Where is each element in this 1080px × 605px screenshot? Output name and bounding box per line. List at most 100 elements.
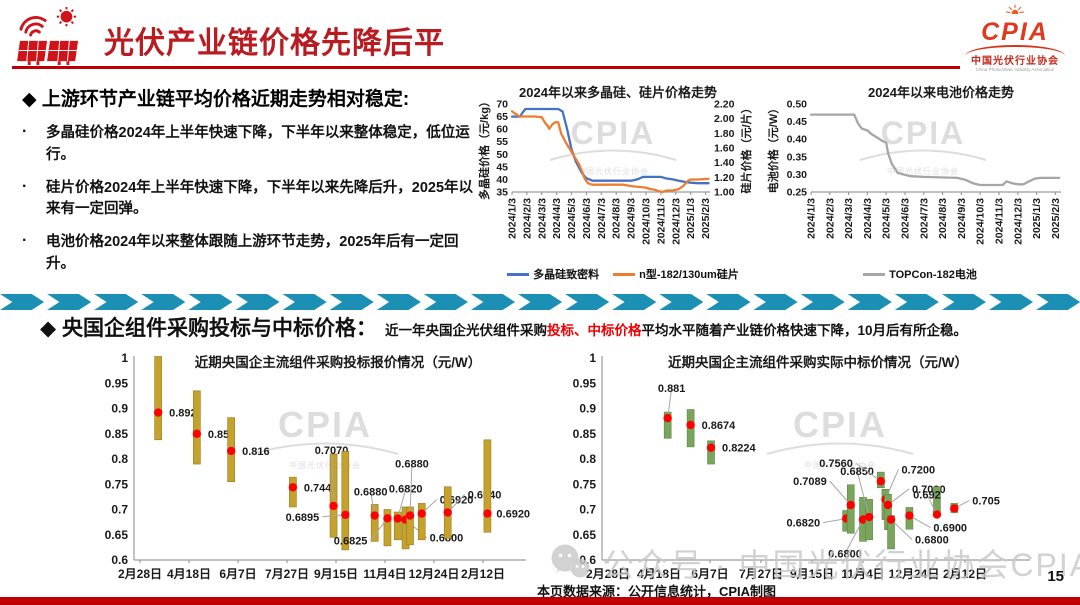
svg-text:0.95: 0.95 bbox=[105, 376, 129, 390]
svg-text:0.7200: 0.7200 bbox=[901, 464, 935, 476]
svg-text:0.8224: 0.8224 bbox=[722, 443, 757, 455]
svg-text:0.6800: 0.6800 bbox=[828, 549, 862, 561]
svg-text:2024/12/3: 2024/12/3 bbox=[670, 198, 682, 245]
svg-text:0.7560: 0.7560 bbox=[819, 458, 853, 470]
svg-text:0.6800: 0.6800 bbox=[430, 533, 464, 545]
legend-swatch bbox=[507, 272, 530, 276]
svg-text:0.50: 0.50 bbox=[787, 99, 808, 111]
svg-text:2024/4/3: 2024/4/3 bbox=[862, 198, 874, 239]
svg-text:2024/3/3: 2024/3/3 bbox=[843, 198, 855, 239]
logo-arc bbox=[965, 45, 1065, 56]
svg-text:0.45: 0.45 bbox=[787, 116, 808, 128]
svg-text:0.881: 0.881 bbox=[658, 383, 686, 395]
bid-price-range-chart: 近期央国企主流组件采购投标报价情况（元/W） 1 0.95 0.9 0.85 0.8 0.7… bbox=[105, 352, 530, 581]
svg-text:多晶硅价格（元/kg）: 多晶硅价格（元/kg） bbox=[478, 96, 491, 200]
svg-text:2024/5/3: 2024/5/3 bbox=[566, 198, 578, 239]
svg-text:2月28日: 2月28日 bbox=[118, 567, 162, 581]
footer-bar bbox=[0, 597, 1080, 605]
svg-text:0.705: 0.705 bbox=[972, 495, 1000, 507]
svg-text:2024年以来电池价格走势: 2024年以来电池价格走势 bbox=[868, 85, 1014, 100]
upstream-heading: ◆ 上游环节产业链平均价格近期走势相对稳定: bbox=[22, 89, 410, 110]
svg-text:2025/1/3: 2025/1/3 bbox=[685, 198, 697, 239]
svg-text:70: 70 bbox=[496, 99, 508, 111]
cpia-logo: CPIA 中国光伏行业协会 China Photovoltaic Industr… bbox=[954, 2, 1076, 73]
svg-text:50: 50 bbox=[496, 149, 508, 161]
svg-text:2024/8/3: 2024/8/3 bbox=[611, 198, 623, 239]
svg-text:2024/3/3: 2024/3/3 bbox=[536, 198, 548, 239]
logo-text: CPIA bbox=[981, 17, 1049, 46]
winning-price-range-chart: 近期央国企主流组件采购实际中标价情况（元/W） 1 0.95 0.9 0.85 0.8 0.… bbox=[573, 352, 1030, 581]
svg-text:2月12日: 2月12日 bbox=[943, 567, 987, 581]
svg-text:2.00: 2.00 bbox=[714, 113, 735, 125]
svg-text:11月4日: 11月4日 bbox=[363, 567, 406, 581]
svg-text:0.6800: 0.6800 bbox=[915, 535, 949, 547]
bullet-item: · 硅片价格2024年上半年快速下降，下半年以来先降后升，2025年以来有一定回弹… bbox=[22, 177, 474, 218]
svg-text:2025/2/3: 2025/2/3 bbox=[700, 198, 712, 239]
svg-text:0.7089: 0.7089 bbox=[793, 476, 827, 488]
svg-text:0.8: 0.8 bbox=[579, 452, 596, 466]
svg-text:0.6: 0.6 bbox=[111, 553, 128, 567]
svg-text:2024/6/3: 2024/6/3 bbox=[581, 198, 593, 239]
page-number: 15 bbox=[1047, 568, 1064, 585]
svg-text:0.7: 0.7 bbox=[579, 503, 596, 517]
svg-text:2024/7/3: 2024/7/3 bbox=[918, 198, 930, 239]
legend-cell: TOPCon-182电池 bbox=[775, 266, 1065, 282]
cell-price-line-chart: 2024年以来电池价格走势 0.50 0.45 0.40 0.35 0.30 0.25 电池价… bbox=[766, 85, 1062, 245]
svg-text:2025/2/3: 2025/2/3 bbox=[1050, 198, 1062, 239]
bid-section-desc: 近一年央国企光伏组件采购投标、中标价格平均水平随着产业链价格快速下降，10月后有… bbox=[384, 323, 967, 338]
svg-text:4月18日: 4月18日 bbox=[637, 567, 681, 581]
svg-text:1.60: 1.60 bbox=[714, 143, 735, 155]
svg-text:0.692: 0.692 bbox=[913, 490, 941, 502]
svg-text:0.8: 0.8 bbox=[111, 452, 128, 466]
svg-text:2.20: 2.20 bbox=[714, 99, 735, 111]
svg-text:2024/6/3: 2024/6/3 bbox=[899, 198, 911, 239]
svg-text:45: 45 bbox=[496, 161, 508, 173]
upstream-summary-block: ◆ 上游环节产业链平均价格近期走势相对稳定: · 多晶硅价格2024年上半年快速下… bbox=[22, 84, 474, 287]
svg-text:0.65: 0.65 bbox=[573, 528, 597, 542]
svg-text:60: 60 bbox=[496, 124, 508, 136]
svg-text:0.85: 0.85 bbox=[208, 429, 229, 441]
svg-text:0.8674: 0.8674 bbox=[702, 420, 737, 432]
svg-text:0.6920: 0.6920 bbox=[496, 509, 530, 521]
svg-text:0.7: 0.7 bbox=[111, 503, 128, 517]
legend-label: n型-182/130um硅片 bbox=[639, 269, 739, 281]
svg-text:2024/10/3: 2024/10/3 bbox=[640, 198, 652, 245]
legend-label: TOPCon-182电池 bbox=[889, 269, 977, 281]
svg-text:0.7440: 0.7440 bbox=[304, 482, 338, 494]
svg-text:近期央国企主流组件采购实际中标价情况（元/W）: 近期央国企主流组件采购实际中标价情况（元/W） bbox=[668, 354, 968, 370]
svg-text:0.30: 0.30 bbox=[787, 169, 808, 181]
svg-text:2024/1/3: 2024/1/3 bbox=[507, 198, 519, 239]
svg-text:0.25: 0.25 bbox=[787, 187, 808, 199]
svg-text:7月27日: 7月27日 bbox=[739, 567, 783, 581]
svg-text:35: 35 bbox=[496, 187, 508, 199]
svg-text:1.00: 1.00 bbox=[714, 187, 735, 199]
svg-text:1.20: 1.20 bbox=[714, 172, 735, 184]
svg-text:9月15日: 9月15日 bbox=[314, 567, 358, 581]
svg-text:2024/11/3: 2024/11/3 bbox=[655, 198, 667, 244]
svg-text:0.35: 0.35 bbox=[787, 151, 808, 163]
svg-text:0.6880: 0.6880 bbox=[354, 487, 388, 499]
data-source-note: 本页数据来源：公开信息统计，CPIA制图 bbox=[537, 584, 777, 599]
svg-text:12月24日: 12月24日 bbox=[889, 567, 940, 581]
svg-text:硅片价格（元/片）: 硅片价格（元/片） bbox=[739, 102, 753, 193]
svg-text:1.40: 1.40 bbox=[714, 157, 735, 169]
svg-text:2024/1/3: 2024/1/3 bbox=[806, 198, 818, 239]
svg-text:1: 1 bbox=[589, 352, 596, 365]
legend-poly-wafer: 多晶硅致密料 n型-182/130um硅片 bbox=[478, 266, 768, 282]
svg-text:0.65: 0.65 bbox=[105, 528, 129, 542]
svg-text:9月15日: 9月15日 bbox=[790, 567, 834, 581]
svg-text:0.6880: 0.6880 bbox=[395, 459, 429, 471]
svg-text:0.6820: 0.6820 bbox=[389, 484, 423, 496]
bullet-item: · 电池价格2024年以来整体跟随上游环节走势，2025年后有一定回升。 bbox=[22, 232, 459, 272]
svg-text:2024/4/3: 2024/4/3 bbox=[551, 198, 563, 239]
svg-text:2024/11/3: 2024/11/3 bbox=[993, 198, 1005, 244]
svg-text:0.40: 0.40 bbox=[787, 134, 808, 146]
svg-text:0.75: 0.75 bbox=[573, 477, 597, 491]
svg-text:2024/12/3: 2024/12/3 bbox=[1012, 198, 1024, 245]
svg-text:2024/5/3: 2024/5/3 bbox=[881, 198, 893, 239]
page-title: 光伏产业链价格先降后平 bbox=[104, 27, 445, 60]
svg-text:1: 1 bbox=[121, 352, 128, 365]
solar-panel-icon bbox=[17, 6, 79, 66]
